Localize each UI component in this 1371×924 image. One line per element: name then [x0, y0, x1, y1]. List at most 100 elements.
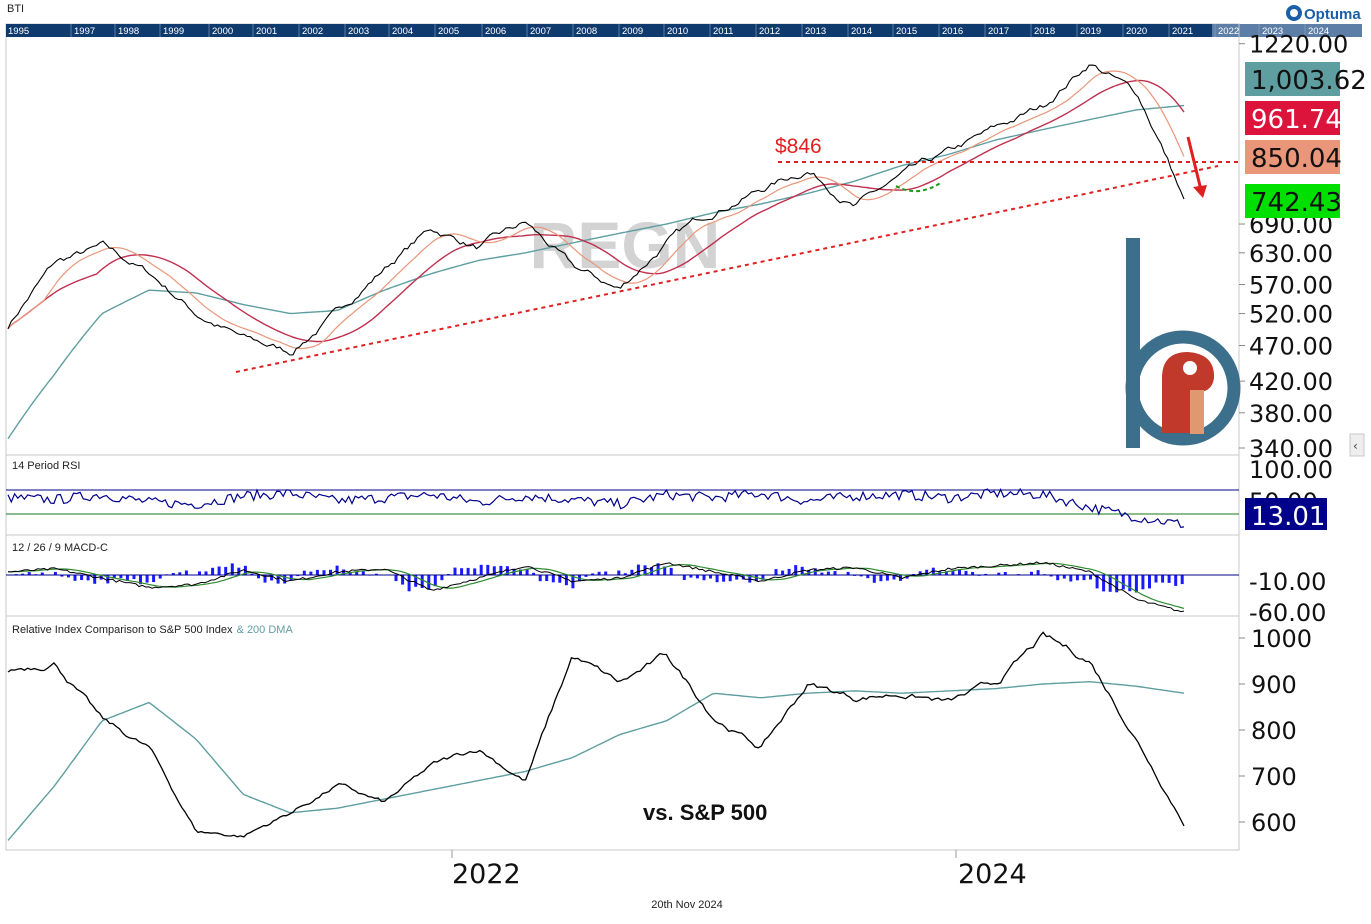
macd-bar: [217, 566, 221, 575]
price-badge-label: 850.04: [1251, 144, 1342, 174]
timeline-year-label[interactable]: 2010: [667, 26, 688, 37]
macd-bar: [1049, 575, 1053, 577]
timeline-year-label[interactable]: 2020: [1126, 26, 1147, 37]
timeline-year-label[interactable]: 2017: [988, 26, 1009, 37]
macd-bar: [885, 575, 889, 581]
timeline-year-label[interactable]: 2009: [622, 26, 643, 37]
sidebar-toggle-button[interactable]: [1349, 433, 1365, 457]
macd-bar: [781, 570, 785, 575]
macd-bar: [728, 575, 732, 582]
macd-bar: [702, 575, 706, 581]
price-badge: [1245, 62, 1340, 96]
price-200dma-line: [7, 104, 1185, 440]
macd-bar: [237, 567, 241, 575]
macd-bar: [630, 569, 634, 575]
timeline-year-label[interactable]: 1995: [8, 26, 29, 37]
macd-title: 12 / 26 / 9 MACD-C: [12, 542, 108, 554]
macd-bar: [997, 572, 1001, 575]
macd-bar: [283, 575, 287, 584]
macd-y-tick-label: -10.00: [1249, 568, 1326, 596]
timeline-year-label[interactable]: 2013: [805, 26, 826, 37]
macd-bar: [709, 575, 712, 579]
optuma-logo[interactable]: Optuma: [1286, 5, 1361, 23]
timeline-year-label[interactable]: 2022: [1218, 26, 1239, 37]
timeline-year-label[interactable]: 2011: [713, 26, 733, 37]
price-20dma-line: [7, 70, 1185, 350]
macd-bar: [505, 566, 509, 575]
macd-bar: [826, 571, 830, 575]
macd-bar: [1075, 575, 1079, 581]
timeline-year-label[interactable]: 2007: [530, 26, 551, 37]
macd-bar: [722, 575, 726, 582]
macd-bar: [211, 567, 215, 575]
macd-bar: [984, 573, 988, 575]
price-panel: $846: [7, 64, 1239, 440]
timeline-year-label[interactable]: 1999: [163, 26, 184, 37]
timeline-visible-window[interactable]: [1212, 24, 1362, 37]
timeline-year-label[interactable]: 1997: [74, 26, 95, 37]
price-y-tick-label: 520.00: [1249, 301, 1333, 329]
macd-bar: [302, 570, 306, 575]
macd-bar: [787, 568, 791, 575]
timeline-year-label[interactable]: 2000: [212, 26, 233, 37]
macd-bar: [650, 567, 654, 575]
macd-bar: [178, 572, 182, 575]
timeline-year-label[interactable]: 2005: [438, 26, 459, 37]
macd-bar: [204, 571, 208, 575]
macd-bar: [971, 572, 975, 575]
macd-bar: [106, 575, 110, 584]
macd-bar: [73, 575, 77, 581]
macd-bar: [348, 573, 352, 575]
macd-bar: [820, 572, 824, 575]
relative-title: Relative Index Comparison to S&P 500 Ind…: [12, 624, 293, 636]
macd-bar: [794, 565, 798, 575]
timeline-year-label[interactable]: 2023: [1262, 26, 1283, 37]
macd-bar: [1056, 575, 1060, 581]
macd-bar: [492, 566, 496, 575]
relative-y-tick-label: 1000: [1251, 625, 1312, 653]
timeline-year-label[interactable]: 2021: [1172, 26, 1193, 37]
macd-bar: [892, 575, 896, 580]
price-badge: [1245, 184, 1340, 218]
macd-bar: [335, 565, 339, 575]
timeline-year-label[interactable]: 2002: [302, 26, 323, 37]
logo-bowl: [1125, 330, 1241, 446]
timeline-year-label[interactable]: 2014: [851, 26, 872, 37]
timeline-year-label[interactable]: 1998: [118, 26, 139, 37]
macd-bar: [748, 575, 752, 583]
price-50dma-line: [7, 79, 1185, 343]
macd-bar: [394, 575, 398, 582]
timeline-year-label[interactable]: 2012: [759, 26, 780, 37]
price-badge-label: 961.74: [1251, 105, 1342, 135]
timeline-year-label[interactable]: 2015: [896, 26, 917, 37]
timeline-year-label[interactable]: 2006: [485, 26, 506, 37]
timeline-year-label[interactable]: 2019: [1080, 26, 1101, 37]
macd-bar: [296, 575, 300, 577]
chevron-left-icon: ‹: [1353, 439, 1358, 453]
macd-bar: [551, 575, 555, 583]
macd-bar: [964, 570, 968, 575]
timeline-year-label[interactable]: 2016: [942, 26, 963, 37]
timeline-year-label[interactable]: 2003: [348, 26, 369, 37]
macd-bar: [86, 575, 90, 581]
down-arrow-icon: [1186, 136, 1203, 191]
macd-bar: [944, 571, 948, 575]
timeline-year-label[interactable]: 2004: [392, 26, 413, 37]
timeline-year-label[interactable]: 2001: [256, 26, 277, 37]
macd-bar: [263, 575, 267, 583]
macd-bar: [60, 575, 64, 577]
macd-y-tick-label: -60.00: [1249, 599, 1326, 627]
macd-bar: [93, 575, 97, 584]
macd-bar: [250, 573, 254, 575]
timeline-year-label[interactable]: 2008: [576, 26, 597, 37]
rsi-value-badge: [1245, 498, 1327, 530]
price-y-tick-label: 420.00: [1249, 368, 1333, 396]
logo-mark-salmon: [1190, 390, 1204, 434]
macd-bar: [125, 575, 129, 581]
macd-bar: [761, 575, 765, 580]
timeline-year-label[interactable]: 2018: [1034, 26, 1055, 37]
timeline-year-label[interactable]: 2024: [1308, 26, 1329, 37]
macd-bar: [257, 575, 260, 579]
price-y-axis: 1220.00690.00630.00570.00520.00470.00420…: [1239, 31, 1348, 463]
